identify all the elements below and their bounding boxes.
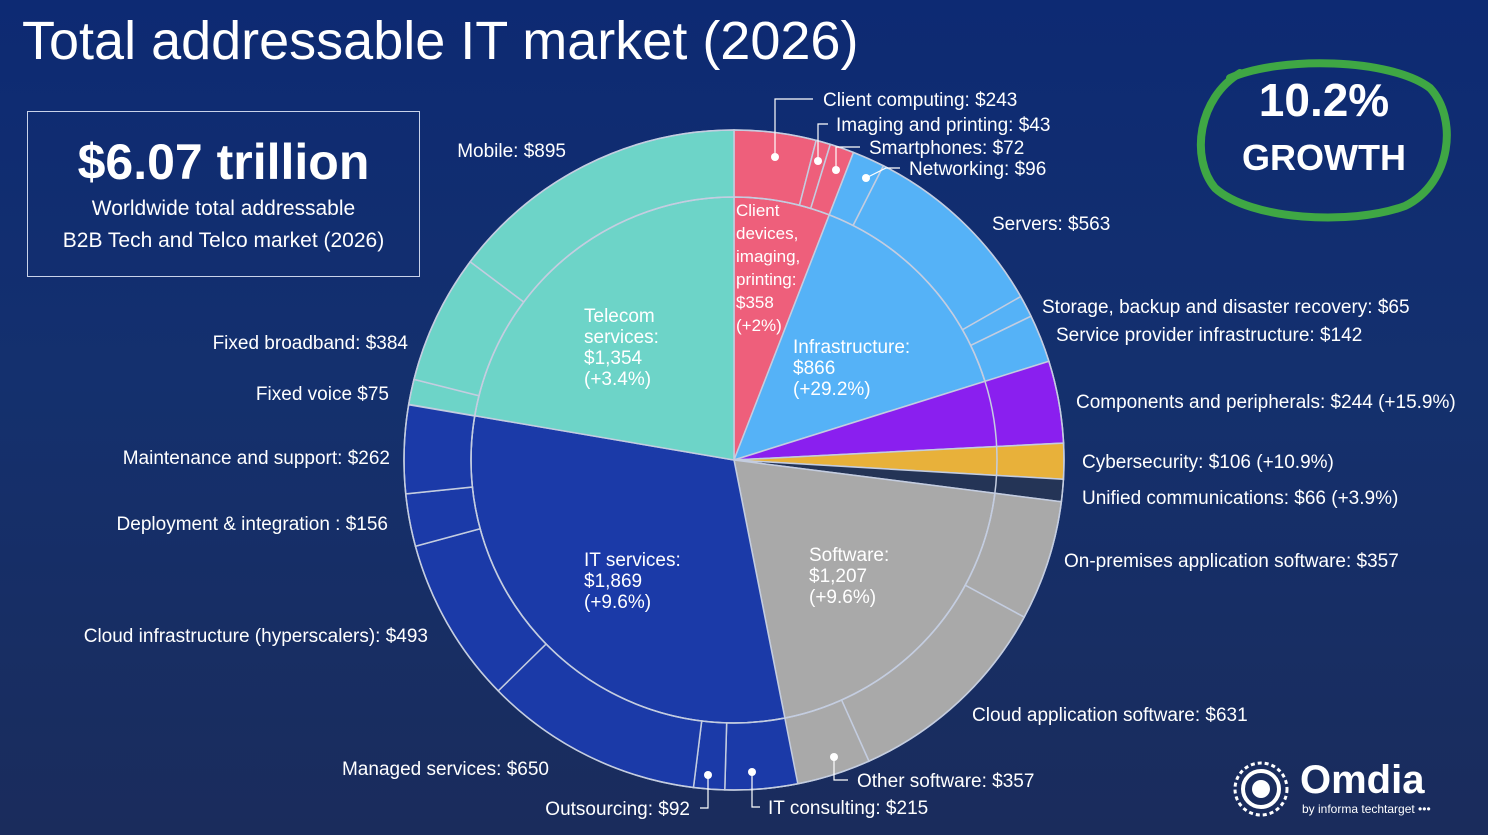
label-storage-backup-and-disaster-recovery: Storage, backup and disaster recovery: $… — [1042, 297, 1410, 318]
label-fixed-broadband: Fixed broadband: $384 — [213, 333, 409, 354]
label-other-software: Other software: $357 — [857, 771, 1034, 792]
segment-it-consulting — [724, 717, 799, 791]
leader-line — [774, 98, 813, 157]
label-on-premises-application-software: On-premises application software: $357 — [1064, 551, 1399, 572]
label-service-provider-infrastructure: Service provider infrastructure: $142 — [1056, 325, 1362, 346]
label-servers: Servers: $563 — [992, 214, 1110, 235]
omdia-logo: Omdia by informa techtarget ••• — [1228, 756, 1468, 820]
category-label-client-devices-imaging-printing: Client devices, imaging, printing: $358 (+2%) — [736, 201, 800, 335]
label-cybersecurity: Cybersecurity: $106 (+10.9%) — [1082, 452, 1334, 473]
inner-ring-outline — [470, 196, 998, 724]
label-managed-services: Managed services: $650 — [342, 759, 549, 780]
label-deployment-integration: Deployment & integration : $156 — [117, 514, 388, 535]
page-title: Total addressable IT market (2026) — [22, 11, 859, 71]
category-label-infrastructure: Infrastructure: $866 (+29.2%) — [793, 337, 910, 400]
category-label-software: Software: $1,207 (+9.6%) — [809, 545, 889, 608]
growth-value: 10.2% — [1258, 74, 1390, 126]
summary-box: $6.07 trillion Worldwide total addressab… — [27, 111, 420, 277]
label-client-computing: Client computing: $243 — [823, 90, 1017, 111]
label-imaging-and-printing: Imaging and printing: $43 — [836, 115, 1050, 136]
label-networking: Networking: $96 — [909, 159, 1046, 180]
growth-badge: 10.2% GROWTH — [1190, 58, 1451, 222]
leader-dot — [748, 768, 756, 776]
leader-dot — [771, 153, 779, 161]
leader-dot — [814, 157, 822, 165]
summary-description-line-1: Worldwide total addressable — [91, 197, 356, 220]
leader-dot — [704, 771, 712, 779]
leader-dot — [862, 174, 870, 182]
label-cloud-application-software: Cloud application software: $631 — [972, 705, 1248, 726]
label-components-and-peripherals: Components and peripherals: $244 (+15.9%… — [1076, 392, 1456, 413]
summary-description-line-2: B2B Tech and Telco market (2026) — [62, 229, 385, 252]
logo-subtitle: by informa techtarget ••• — [1302, 802, 1431, 816]
leader-line — [833, 757, 848, 781]
leader-line — [700, 775, 709, 809]
leader-line — [817, 123, 828, 161]
label-cloud-infrastructure-hyperscalers: Cloud infrastructure (hyperscalers): $49… — [84, 626, 428, 647]
label-unified-communications: Unified communications: $66 (+3.9%) — [1082, 488, 1398, 509]
category-label-telecom-services: Telecom services: $1,354 (+3.4%) — [584, 306, 659, 390]
leader-dot — [830, 753, 838, 761]
logo-name: Omdia — [1300, 758, 1425, 802]
segment-maintenance-and-support — [403, 403, 476, 495]
label-smartphones: Smartphones: $72 — [869, 138, 1024, 159]
label-it-consulting: IT consulting: $215 — [768, 798, 928, 819]
growth-label: GROWTH — [1242, 137, 1406, 178]
outer-ring-outline — [403, 129, 1065, 791]
label-fixed-voice: Fixed voice $75 — [256, 384, 389, 405]
growth-ring-icon — [1196, 59, 1451, 222]
label-outsourcing: Outsourcing: $92 — [545, 799, 690, 820]
label-maintenance-and-support: Maintenance and support: $262 — [123, 448, 390, 469]
leader-line — [835, 146, 860, 170]
category-label-it-services: IT services: $1,869 (+9.6%) — [584, 550, 681, 613]
leader-line — [751, 772, 760, 808]
summary-value: $6.07 trillion — [77, 134, 370, 190]
omdia-logo-icon — [1233, 761, 1289, 817]
leader-dot — [832, 166, 840, 174]
label-mobile: Mobile: $895 — [457, 141, 566, 162]
leader-line — [865, 167, 900, 179]
